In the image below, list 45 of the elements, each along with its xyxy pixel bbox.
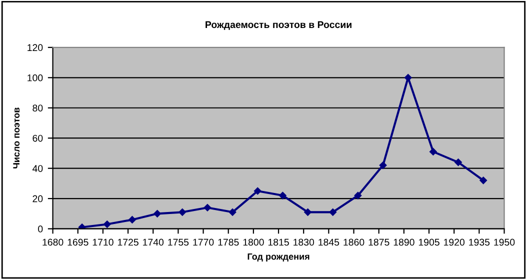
y-tick-label: 80 [32,104,43,112]
point [128,216,136,224]
x-tick-label: 1800 [243,238,264,246]
x-tick-label: 1785 [218,238,239,246]
x-tick-label: 1725 [118,238,138,246]
x-tick-label: 1695 [68,238,88,246]
point [204,204,212,212]
x-tick-label: 1920 [444,238,465,246]
point [404,74,412,82]
point [454,158,462,166]
y-axis-title: Число поэтов [13,108,20,168]
y-tick-label: 0 [38,226,43,232]
point [430,148,437,156]
y-tick-label: 120 [28,44,43,52]
x-tick-label: 1875 [368,238,390,246]
x-tick-label: 1710 [92,238,114,246]
x-tick-label: 1755 [168,238,189,246]
point [379,162,387,169]
x-tick-label: 1890 [394,238,414,246]
point [279,192,286,200]
x-tick-label: 1935 [469,238,490,246]
x-tick-label: 1770 [193,238,214,246]
y-tick-label: 20 [32,195,43,202]
point [304,208,312,216]
x-tick-label: 1950 [494,238,515,246]
x-tick-label: 1830 [294,238,314,246]
x-tick-label: 1680 [42,238,64,246]
x-tick-label: 1740 [143,238,164,246]
chart-title: Рождаемость поэтов в России [206,21,352,30]
y-tick-label: 60 [32,134,43,142]
y-tick-label: 100 [28,74,43,82]
point [480,176,487,184]
x-tick-label: 1860 [344,238,364,246]
point [104,220,111,228]
x-tick-label: 1815 [268,238,289,246]
point [154,210,161,218]
point [354,192,362,200]
point [329,208,336,216]
x-tick-label: 1905 [418,238,440,246]
point [228,208,236,216]
y-tick-label: 40 [32,165,43,172]
x-tick-label: 1845 [318,238,340,246]
point [178,208,186,216]
point [254,187,262,195]
x-axis-title: Год рождения [248,253,310,262]
